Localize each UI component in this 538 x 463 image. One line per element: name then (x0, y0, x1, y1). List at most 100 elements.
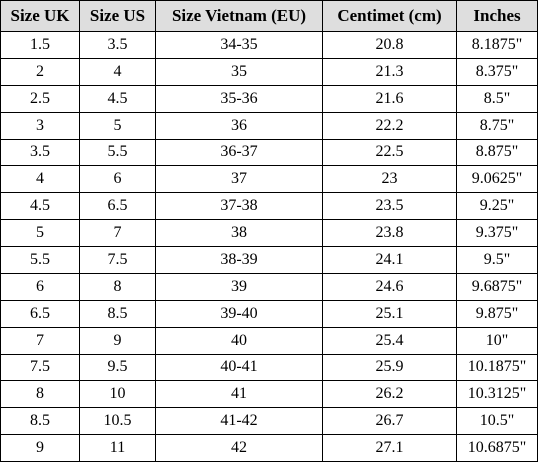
cell-size-uk: 5 (0, 219, 80, 247)
cell-size-us: 6 (79, 165, 156, 194)
cell-size-uk: 7 (0, 326, 80, 355)
header-centimet: Centimet (cm) (322, 0, 457, 32)
table-row: 8.5 10.5 41-42 26.7 10.5" (0, 407, 538, 436)
cell-size-vietnam-eu: 36-37 (155, 138, 323, 167)
header-inches: Inches (456, 0, 538, 32)
cell-centimet: 26.7 (322, 407, 457, 436)
cell-size-uk: 3.5 (0, 138, 80, 167)
cell-size-vietnam-eu: 39-40 (155, 299, 323, 328)
cell-size-vietnam-eu: 38 (155, 219, 323, 247)
cell-size-uk: 4 (0, 165, 80, 194)
table-header-row: Size UK Size US Size Vietnam (EU) Centim… (0, 0, 538, 32)
cell-size-vietnam-eu: 34-35 (155, 31, 323, 59)
cell-inches: 9.5" (456, 246, 538, 274)
cell-inches: 9.25" (456, 192, 538, 221)
table-row: 6 8 39 24.6 9.6875" (0, 272, 538, 301)
cell-size-us: 10 (79, 380, 156, 409)
cell-size-vietnam-eu: 39 (155, 272, 323, 301)
cell-inches: 10.1875" (456, 353, 538, 382)
cell-size-vietnam-eu: 42 (155, 434, 323, 462)
table-row: 2 4 35 21.3 8.375" (0, 57, 538, 86)
cell-size-uk: 6 (0, 272, 80, 301)
cell-size-vietnam-eu: 38-39 (155, 246, 323, 274)
cell-centimet: 21.6 (322, 84, 457, 113)
cell-size-us: 7 (79, 219, 156, 247)
cell-inches: 8.1875" (456, 31, 538, 59)
cell-size-vietnam-eu: 35 (155, 57, 323, 86)
header-size-us: Size US (79, 0, 156, 32)
cell-size-us: 10.5 (79, 407, 156, 436)
cell-size-us: 4 (79, 57, 156, 86)
cell-size-vietnam-eu: 37-38 (155, 192, 323, 221)
cell-inches: 9.875" (456, 299, 538, 328)
cell-size-uk: 6.5 (0, 299, 80, 328)
cell-inches: 8.5" (456, 84, 538, 113)
cell-centimet: 25.9 (322, 353, 457, 382)
cell-size-uk: 1.5 (0, 31, 80, 59)
cell-size-vietnam-eu: 35-36 (155, 84, 323, 113)
table-row: 2.5 4.5 35-36 21.6 8.5" (0, 84, 538, 113)
cell-size-us: 9 (79, 326, 156, 355)
cell-size-vietnam-eu: 40-41 (155, 353, 323, 382)
cell-centimet: 22.5 (322, 138, 457, 167)
cell-size-us: 5 (79, 111, 156, 140)
cell-inches: 9.0625" (456, 165, 538, 194)
cell-inches: 8.75" (456, 111, 538, 140)
cell-centimet: 22.2 (322, 111, 457, 140)
cell-size-us: 11 (79, 434, 156, 462)
header-size-uk: Size UK (0, 0, 80, 32)
table-row: 7 9 40 25.4 10" (0, 326, 538, 355)
cell-size-us: 5.5 (79, 138, 156, 167)
cell-size-vietnam-eu: 41 (155, 380, 323, 409)
cell-inches: 9.6875" (456, 272, 538, 301)
cell-size-uk: 9 (0, 434, 80, 462)
cell-centimet: 21.3 (322, 57, 457, 86)
cell-size-us: 3.5 (79, 31, 156, 59)
cell-inches: 10.6875" (456, 434, 538, 462)
cell-inches: 9.375" (456, 219, 538, 247)
cell-size-uk: 4.5 (0, 192, 80, 221)
cell-centimet: 26.2 (322, 380, 457, 409)
cell-size-vietnam-eu: 36 (155, 111, 323, 140)
table-row: 9 11 42 27.1 10.6875" (0, 434, 538, 462)
cell-size-uk: 3 (0, 111, 80, 140)
cell-inches: 8.875" (456, 138, 538, 167)
cell-size-vietnam-eu: 37 (155, 165, 323, 194)
cell-size-us: 8 (79, 272, 156, 301)
cell-inches: 8.375" (456, 57, 538, 86)
cell-centimet: 23.5 (322, 192, 457, 221)
cell-size-uk: 2 (0, 57, 80, 86)
cell-size-us: 9.5 (79, 353, 156, 382)
cell-centimet: 23.8 (322, 219, 457, 247)
cell-size-uk: 8 (0, 380, 80, 409)
cell-centimet: 20.8 (322, 31, 457, 59)
cell-centimet: 27.1 (322, 434, 457, 462)
table-row: 5 7 38 23.8 9.375" (0, 219, 538, 247)
table-row: 4 6 37 23 9.0625" (0, 165, 538, 194)
cell-size-uk: 5.5 (0, 246, 80, 274)
cell-centimet: 23 (322, 165, 457, 194)
cell-inches: 10.5" (456, 407, 538, 436)
cell-size-vietnam-eu: 41-42 (155, 407, 323, 436)
cell-centimet: 24.1 (322, 246, 457, 274)
cell-size-us: 8.5 (79, 299, 156, 328)
cell-size-us: 4.5 (79, 84, 156, 113)
cell-inches: 10.3125" (456, 380, 538, 409)
cell-centimet: 25.1 (322, 299, 457, 328)
table-body: 1.5 3.5 34-35 20.8 8.1875" 2 4 35 21.3 8.375" 2.5 4… (0, 31, 538, 462)
cell-centimet: 25.4 (322, 326, 457, 355)
table-row: 6.5 8.5 39-40 25.1 9.875" (0, 299, 538, 328)
table-row: 5.5 7.5 38-39 24.1 9.5" (0, 246, 538, 274)
cell-size-uk: 7.5 (0, 353, 80, 382)
cell-inches: 10" (456, 326, 538, 355)
cell-centimet: 24.6 (322, 272, 457, 301)
table-row: 1.5 3.5 34-35 20.8 8.1875" (0, 31, 538, 59)
cell-size-uk: 2.5 (0, 84, 80, 113)
cell-size-us: 7.5 (79, 246, 156, 274)
cell-size-us: 6.5 (79, 192, 156, 221)
table-row: 4.5 6.5 37-38 23.5 9.25" (0, 192, 538, 221)
table-row: 3.5 5.5 36-37 22.5 8.875" (0, 138, 538, 167)
table-row: 8 10 41 26.2 10.3125" (0, 380, 538, 409)
